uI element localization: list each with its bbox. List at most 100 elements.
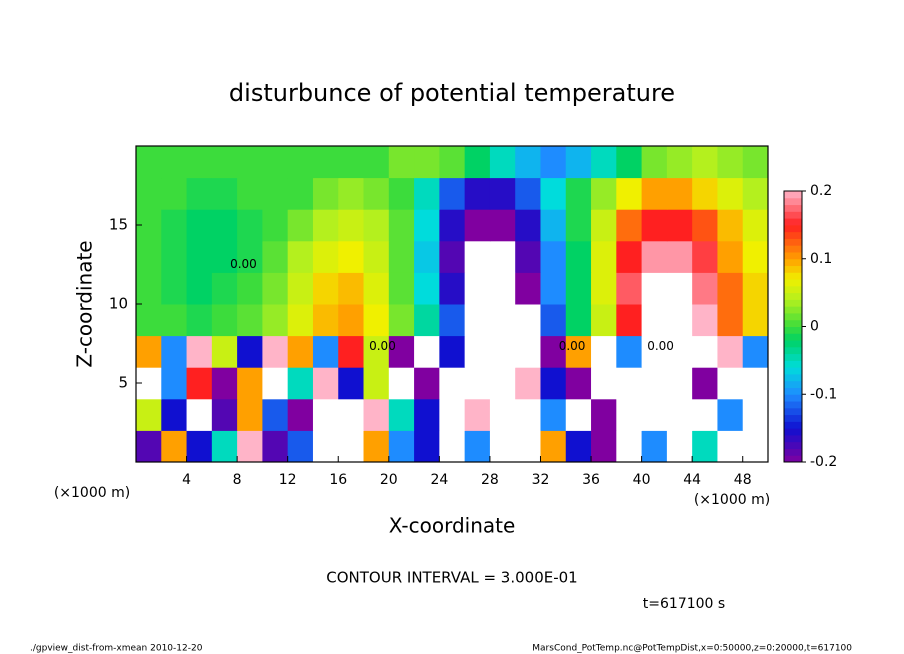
cell [211,272,238,305]
cell [464,240,491,273]
colorbar-band [784,319,802,327]
colorbar-band [784,197,802,206]
cell [717,209,744,242]
colorbar-band [784,312,802,321]
x-tick-label: 44 [683,472,701,488]
cell [237,177,263,210]
contour-label: 0.00 [230,257,257,271]
cell [262,146,289,179]
cell [237,240,263,273]
cell [439,304,466,337]
contour-label: 0.00 [559,339,586,353]
colorbar-band [784,353,802,361]
x-tick-label: 20 [380,472,398,488]
cell [717,240,744,273]
colorbar-band [784,204,802,212]
cell [464,177,491,210]
cell [136,430,162,463]
y-tick-label: 10 [109,295,128,313]
contour-label: 0.00 [647,339,674,353]
cell [363,304,390,337]
cell [641,367,668,400]
cell [489,146,516,179]
cell [287,272,314,305]
cell [414,240,440,273]
cell [211,177,238,210]
y-unit: (×1000 m) [54,485,130,501]
cell [338,240,365,273]
cell [312,209,339,242]
y-tick-label: 5 [118,374,128,392]
cell [363,430,390,463]
cell [363,146,390,179]
x-unit: (×1000 m) [694,492,770,508]
cell [692,398,718,431]
cell [464,430,491,463]
colorbar-band [784,265,802,273]
colorbar-band [784,245,802,253]
cell [312,335,339,368]
cell [414,430,440,463]
cell [742,304,769,337]
x-tick-label: 8 [233,472,242,488]
cell [717,398,744,431]
cell [237,146,263,179]
cell [186,209,213,242]
cell [388,272,415,305]
cell [262,177,289,210]
cell [717,304,744,337]
cell [338,177,365,210]
cell [666,304,693,337]
cell [237,209,263,242]
cell [237,272,263,305]
cell [186,430,213,463]
cell [616,146,643,179]
cell [641,430,668,463]
colorbar-band [784,421,802,429]
colorbar-tick-label: 0 [810,319,819,335]
cell [338,304,365,337]
cell [287,430,314,463]
cell [641,398,668,431]
cell [464,304,491,337]
cell [692,146,718,179]
cell [742,430,769,463]
x-tick-label: 40 [633,472,651,488]
colorbar-band [784,387,802,395]
colorbar-band [784,401,802,409]
cell [540,335,567,368]
cell [161,367,188,400]
cell [414,367,440,400]
colorbar-band [784,434,802,443]
cell [616,240,643,273]
cell [237,398,263,431]
cell [692,209,718,242]
cell [211,367,238,400]
x-tick-label: 36 [582,472,600,488]
cell [136,304,162,337]
cell [591,209,617,242]
cell [742,335,769,368]
cell [742,177,769,210]
cell [439,398,466,431]
cell [666,398,693,431]
colorbar-tick-label: -0.2 [810,454,837,470]
cell [515,398,541,431]
cell [464,367,491,400]
cell [414,398,440,431]
cell [312,146,339,179]
cell [464,335,491,368]
cell [312,430,339,463]
cell [287,240,314,273]
colorbar-band [784,448,802,456]
cell [692,272,718,305]
cell [439,177,466,210]
cell [616,335,643,368]
cell [616,177,643,210]
colorbar-band [784,428,802,436]
cell [363,367,390,400]
cell [186,335,213,368]
cell [591,146,617,179]
cell [489,272,516,305]
cell [161,398,188,431]
